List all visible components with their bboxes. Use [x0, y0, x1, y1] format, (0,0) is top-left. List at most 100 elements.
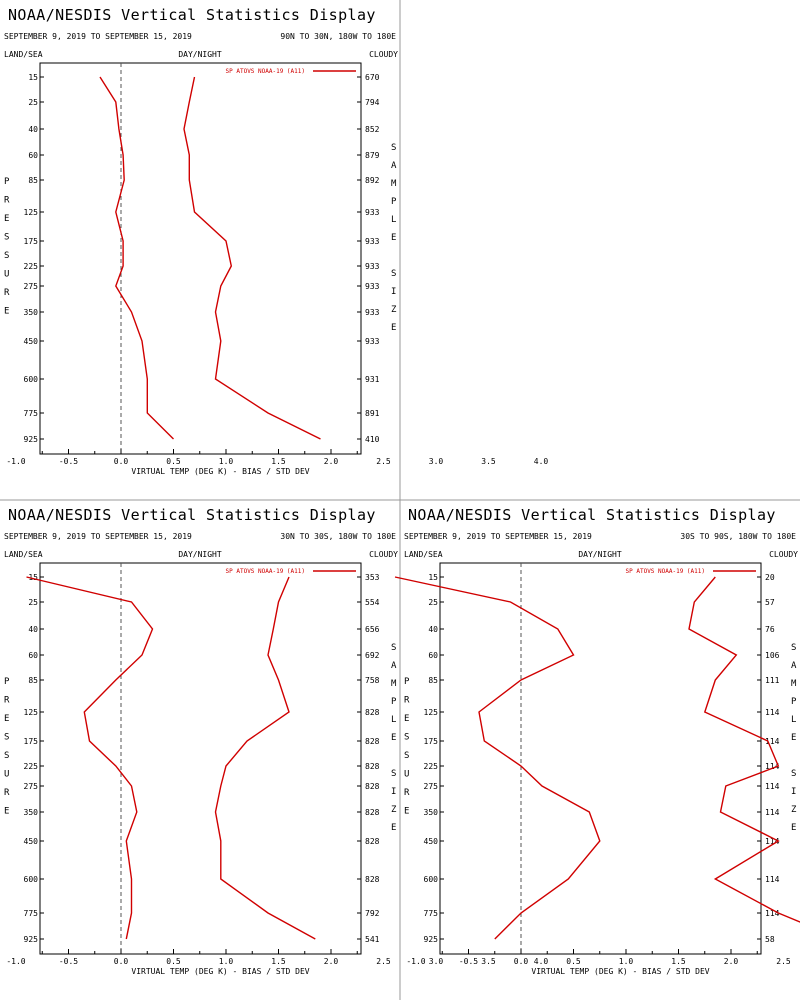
sample-size-axis-letter: M [391, 679, 397, 689]
pressure-axis-letter: R [4, 288, 10, 298]
pressure-axis-letter: S [4, 251, 9, 261]
pressure-axis-letter: R [4, 196, 10, 206]
region-label: 90N TO 30N, 180W TO 180E [280, 32, 396, 41]
sample-size-axis-letter: S [791, 643, 796, 653]
sample-size-axis-letter: E [391, 323, 396, 333]
chart-panel-1: NOAA/NESDIS Vertical Statistics Display S… [4, 6, 548, 476]
x-tick-label: 3.5 [481, 457, 496, 466]
std-dev-line [214, 576, 316, 940]
chart-panel-2: NOAA/NESDIS Vertical Statistics Display S… [4, 506, 548, 976]
pressure-axis-letter: P [4, 177, 10, 187]
land-sea-label: LAND/SEA [4, 550, 43, 559]
sample-size-label: 828 [365, 808, 380, 817]
sample-size-label: 114 [765, 875, 780, 884]
pressure-level-label: 350 [24, 308, 39, 317]
x-tick-label: 0.5 [166, 957, 181, 966]
sample-size-axis-letter: P [791, 697, 797, 707]
sample-size-axis-letter: Z [391, 805, 397, 815]
x-tick-label: 3.0 [429, 457, 444, 466]
sample-size-axis-letter: S [791, 769, 796, 779]
pressure-level-label: 25 [28, 98, 38, 107]
std-dev-line [688, 576, 800, 923]
x-tick-label: 0.0 [114, 957, 129, 966]
day-night-label: DAY/NIGHT [178, 550, 222, 559]
sample-size-axis-letter: E [391, 823, 396, 833]
pressure-axis-letter: E [4, 214, 9, 224]
x-tick-label: 0.0 [114, 457, 129, 466]
day-night-label: DAY/NIGHT [178, 50, 222, 59]
pressure-level-label: 15 [428, 573, 438, 582]
sample-size-axis-letter: P [391, 697, 397, 707]
pressure-axis-letter: U [404, 770, 409, 780]
sample-size-label: 76 [765, 625, 775, 634]
sample-size-axis-letter: S [391, 769, 396, 779]
sample-size-label: 111 [765, 676, 780, 685]
x-tick-label: 2.0 [324, 457, 339, 466]
x-tick-label: 1.5 [671, 957, 686, 966]
sample-size-axis-letter: L [391, 715, 396, 725]
sample-size-label: 892 [365, 176, 380, 185]
pressure-level-label: 450 [424, 837, 439, 846]
x-tick-label: 2.5 [376, 457, 391, 466]
sample-size-axis-letter: A [391, 661, 397, 671]
sample-size-label: 828 [365, 837, 380, 846]
sample-size-label: 933 [365, 208, 380, 217]
pressure-axis-letter: E [4, 714, 9, 724]
x-tick-label: 3.0 [429, 957, 444, 966]
sample-size-label: 114 [765, 708, 780, 717]
pressure-level-label: 175 [24, 737, 39, 746]
sample-size-label: 852 [365, 125, 380, 134]
pressure-level-label: 275 [24, 282, 39, 291]
sample-size-axis-letter: A [791, 661, 797, 671]
sample-size-label: 114 [765, 837, 780, 846]
sample-size-axis-letter: E [391, 733, 396, 743]
x-tick-label: -0.5 [459, 957, 478, 966]
sample-size-axis-letter: A [391, 161, 397, 171]
pressure-level-label: 275 [24, 782, 39, 791]
pressure-axis-letter: R [404, 788, 410, 798]
legend-label: SP ATOVS NOAA-19 (A11) [626, 568, 705, 575]
pressure-level-label: 60 [28, 651, 38, 660]
sample-size-label: 828 [365, 762, 380, 771]
sample-size-axis-letter: E [391, 233, 396, 243]
legend-label: SP ATOVS NOAA-19 (A11) [226, 68, 305, 75]
pressure-level-label: 925 [24, 935, 39, 944]
pressure-axis-letter: E [4, 807, 9, 817]
pressure-axis-letter: E [4, 307, 9, 317]
sample-size-label: 656 [365, 625, 380, 634]
legend-label: SP ATOVS NOAA-19 (A11) [226, 568, 305, 575]
pressure-axis-letter: S [4, 233, 9, 243]
sample-size-label: 891 [365, 409, 380, 418]
sample-size-label: 554 [365, 598, 380, 607]
land-sea-label: LAND/SEA [4, 50, 43, 59]
x-tick-label: 2.0 [324, 957, 339, 966]
x-tick-label: 0.0 [514, 957, 529, 966]
sample-size-label: 670 [365, 73, 380, 82]
panel-title: NOAA/NESDIS Vertical Statistics Display [8, 506, 376, 524]
day-night-label: DAY/NIGHT [578, 550, 622, 559]
sample-size-label: 828 [365, 875, 380, 884]
land-sea-label: LAND/SEA [404, 550, 443, 559]
pressure-level-label: 25 [28, 598, 38, 607]
sample-size-label: 933 [365, 262, 380, 271]
cloudy-label: CLOUDY [369, 550, 398, 559]
sample-size-label: 541 [365, 935, 380, 944]
sample-size-label: 114 [765, 762, 780, 771]
pressure-axis-letter: R [404, 696, 410, 706]
pressure-axis-letter: E [404, 714, 409, 724]
pressure-level-label: 775 [24, 909, 39, 918]
x-tick-label: 1.0 [219, 457, 234, 466]
sample-size-label: 933 [365, 282, 380, 291]
sample-size-label: 933 [365, 308, 380, 317]
pressure-level-label: 925 [24, 435, 39, 444]
sample-size-axis-letter: M [391, 179, 397, 189]
sample-size-axis-letter: Z [791, 805, 797, 815]
pressure-axis-letter: R [4, 788, 10, 798]
pressure-level-label: 85 [28, 676, 38, 685]
pressure-level-label: 175 [24, 237, 39, 246]
region-label: 30N TO 30S, 180W TO 180E [280, 532, 396, 541]
pressure-axis-letter: P [4, 677, 10, 687]
cloudy-label: CLOUDY [769, 550, 798, 559]
